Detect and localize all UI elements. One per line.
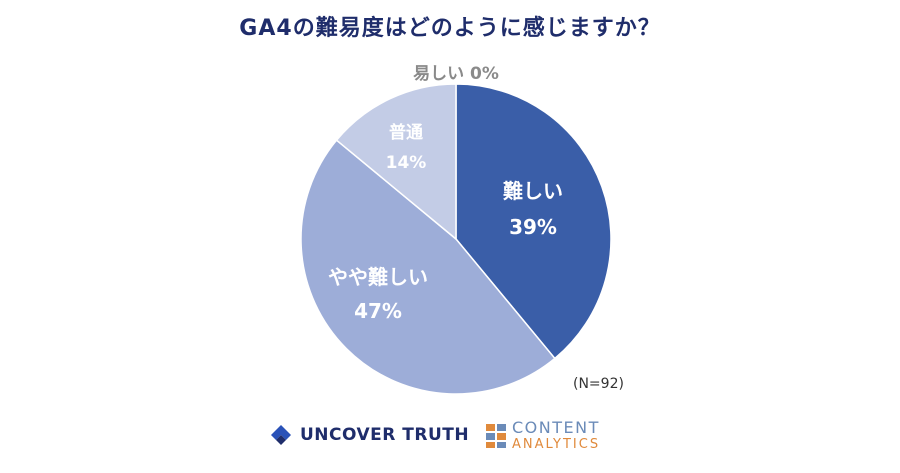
- slice-category-label-3: 普通: [389, 122, 423, 143]
- pie-slice-2: [300, 139, 556, 395]
- chart-title: GA4の難易度はどのように感じますか？: [239, 16, 661, 41]
- pie-slice-3: [335, 83, 457, 241]
- uncover-truth-logo-icon: [271, 425, 291, 445]
- slice-label-4: 易しい 0%: [413, 64, 499, 84]
- slice-category-label-2: やや難しい: [328, 265, 428, 289]
- slice-value-label-3: 14%: [386, 153, 427, 173]
- content-analytics-wordmark-line1: CONTENT: [512, 418, 600, 437]
- content-analytics-wordmark-line2: ANALYTICS: [512, 437, 601, 452]
- slice-category-label-1: 難しい: [503, 179, 563, 203]
- pie-slice-1: [455, 83, 612, 360]
- content-analytics-logo-icon: [486, 423, 506, 448]
- slice-value-label-2: 47%: [354, 299, 402, 323]
- content-analytics-logo: CONTENT ANALYTICS: [486, 420, 600, 451]
- slice-value-label-1: 39%: [509, 215, 557, 239]
- uncover-truth-wordmark: UNCOVER TRUTH: [300, 425, 470, 445]
- sample-size-note: (N=92): [573, 376, 624, 392]
- uncover-truth-logo: UNCOVER TRUTH: [270, 424, 469, 446]
